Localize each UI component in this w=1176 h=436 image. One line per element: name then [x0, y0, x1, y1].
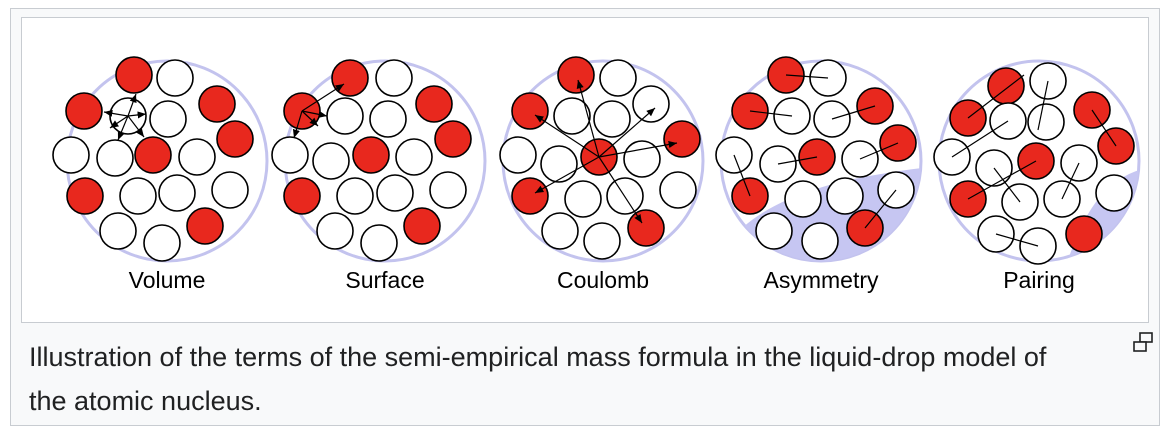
- pairing-label: Pairing: [1003, 267, 1075, 293]
- figure-caption: Illustration of the terms of the semi-em…: [29, 342, 1047, 416]
- surface-panel: Surface: [271, 59, 487, 293]
- liquid-drop-illustration: Volume: [52, 56, 1141, 293]
- asymmetry-label: Asymmetry: [764, 267, 880, 293]
- pairing-panel: Pairing: [933, 59, 1141, 293]
- asymmetry-panel: Asymmetry: [715, 56, 923, 293]
- coulomb-label: Coulomb: [557, 267, 649, 293]
- figure-image[interactable]: Volume: [21, 17, 1149, 323]
- volume-panel: Volume: [52, 56, 269, 293]
- volume-label: Volume: [129, 267, 206, 293]
- figure-thumbnail: Volume: [10, 8, 1160, 426]
- enlarge-icon[interactable]: [1131, 331, 1155, 355]
- surface-label: Surface: [345, 267, 424, 293]
- coulomb-panel: Coulomb: [499, 56, 705, 293]
